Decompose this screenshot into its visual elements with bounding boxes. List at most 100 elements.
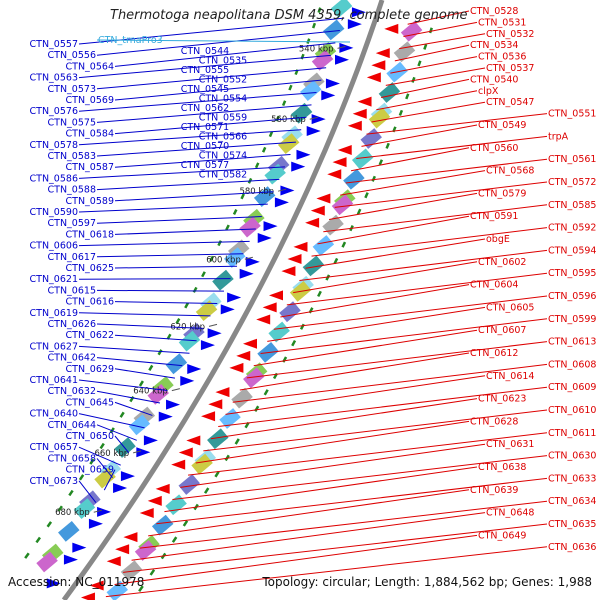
gene-label-forward: CTN_0587 [66, 162, 114, 173]
gc-mark-outer [411, 76, 416, 83]
connector-line [78, 379, 168, 392]
gc-mark-inner [209, 255, 215, 262]
gc-mark-inner [68, 489, 74, 497]
connector-line [114, 301, 218, 305]
gene-arrow-reverse [305, 217, 320, 228]
gene-arrow-reverse [310, 205, 325, 216]
gc-mark-inner [225, 224, 230, 231]
gc-mark-inner [217, 240, 223, 247]
gene-arrow-forward [63, 554, 78, 565]
connector-line [96, 289, 224, 292]
cog-block-inner [178, 330, 201, 352]
backbone-arc [61, 0, 385, 600]
gc-mark-inner [99, 442, 105, 450]
connector-line [96, 424, 137, 441]
gc-mark-inner [119, 411, 125, 418]
gc-mark-inner [288, 84, 293, 91]
gene-label-reverse: CTN_0594 [548, 245, 596, 256]
gene-arrow-forward [72, 542, 87, 553]
gene-label-forward: CTN_0673 [30, 476, 78, 487]
scale-tick-mark [309, 116, 318, 120]
gene-label-reverse: CTN_0608 [548, 359, 596, 370]
gene-label-reverse: CTN_0596 [548, 291, 596, 302]
gc-mark-outer [371, 175, 376, 182]
gc-mark-inner [201, 271, 206, 278]
gc-mark-outer [405, 93, 410, 100]
connector-line [114, 265, 238, 269]
gene-arrow-reverse [357, 96, 372, 107]
connector-line [78, 17, 345, 45]
gene-arrow-forward [325, 78, 340, 89]
gene-label-reverse: CTN_0540 [470, 74, 518, 85]
gene-label-reverse: CTN_0610 [548, 405, 596, 416]
cog-block-inner [223, 247, 246, 268]
cog-block-outer [331, 194, 354, 216]
gene-arrow-reverse [327, 169, 342, 180]
cog-block-outer [343, 168, 365, 190]
gene-label-reverse: CTN_0534 [470, 40, 518, 51]
gc-mark-outer [149, 569, 156, 576]
cog-block-inner [264, 163, 286, 185]
gc-mark-outer [138, 585, 144, 592]
connector-line [78, 312, 211, 317]
gene-arrow-reverse [123, 532, 138, 543]
scale-tick-mark [208, 323, 218, 327]
gene-label-forward: CTN_0616 [66, 297, 114, 308]
gene-label-reverse: CTN_0638 [478, 462, 526, 473]
gene-label-reverse: CTN_0547 [486, 97, 534, 108]
gene-label-reverse: CTN_0636 [548, 542, 596, 553]
gene-arrow-reverse [366, 72, 381, 83]
gc-mark-inner [157, 349, 163, 356]
connector-line [78, 54, 331, 79]
scale-tick-mark [171, 388, 180, 392]
gene-label-reverse: CTN_0614 [486, 371, 534, 382]
gene-label-reverse: CTN_0532 [486, 29, 534, 40]
connector-line [114, 534, 478, 586]
topology-text: Topology: circular; Length: 1,884,562 bp… [262, 575, 592, 589]
gene-label-reverse: CTN_0631 [486, 439, 534, 450]
connector-line [273, 295, 548, 330]
cog-block-outer [351, 148, 374, 170]
gc-mark-inner [24, 552, 30, 559]
gc-mark-inner [78, 474, 85, 481]
cog-block-outer [279, 301, 301, 323]
connector-line [239, 352, 470, 391]
gene-arrow-reverse [106, 556, 121, 567]
connector-line [96, 253, 244, 258]
scale-tick-mark [132, 450, 142, 454]
cog-block-inner [300, 80, 322, 102]
connector-line [78, 92, 317, 112]
gene-arrow-forward [296, 149, 311, 160]
cog-block-outer [134, 540, 157, 561]
connector-line [334, 181, 548, 208]
cog-block-outer [243, 367, 265, 389]
cog-block-inner [212, 269, 234, 291]
gc-mark-inner [240, 193, 245, 200]
gene-arrow-forward [120, 471, 135, 482]
gene-arrow-forward [321, 90, 336, 101]
gene-label-forward: CTN_0641 [30, 375, 78, 386]
cog-block-inner [330, 0, 353, 18]
gc-mark-inner [175, 317, 181, 325]
scale-tick-label: 640 kbp [133, 387, 168, 397]
connector-line [180, 443, 486, 488]
gene-arrow-reverse [186, 435, 201, 446]
connector-line [114, 116, 307, 135]
gene-label-reverse: CTN_0623 [478, 394, 526, 405]
cog-block-outer [151, 514, 174, 536]
gene-label-reverse: CTN_0531 [478, 17, 526, 28]
gc-mark-inner [35, 536, 41, 544]
connector-line [78, 278, 231, 280]
connector-line [246, 341, 548, 379]
connector-line [164, 466, 478, 513]
gene-label-forward: CTN_0588 [48, 185, 96, 196]
cog-block-inner [58, 520, 80, 542]
gene-arrow-reverse [287, 254, 302, 265]
connector-line [96, 67, 327, 90]
cog-block-outer [400, 20, 423, 42]
connector-line [114, 42, 336, 67]
gene-label-forward: CTN_0627 [30, 341, 78, 352]
gc-mark-inner [281, 100, 287, 107]
cog-block-inner [73, 498, 96, 520]
